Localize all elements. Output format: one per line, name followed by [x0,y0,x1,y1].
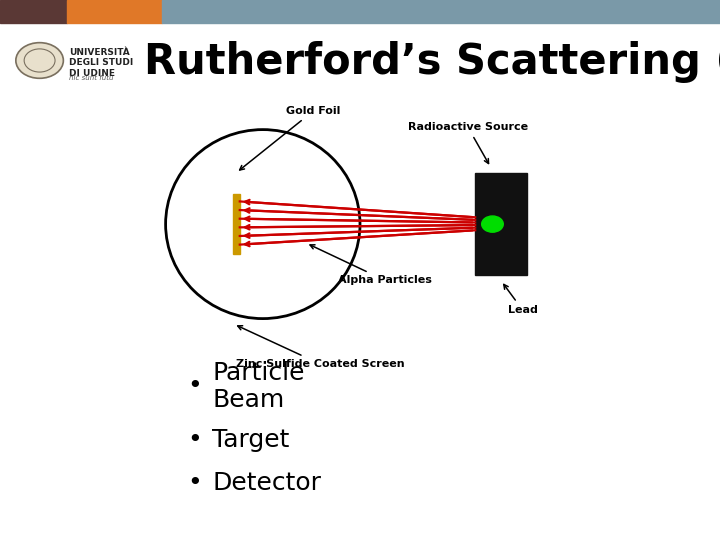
Bar [233,194,240,254]
Text: UNIVERSITÀ
DEGLI STUDI
DI UDINE: UNIVERSITÀ DEGLI STUDI DI UDINE [69,48,133,78]
Text: Rutherford’s Scattering (1909): Rutherford’s Scattering (1909) [144,41,720,83]
Text: •: • [187,374,202,398]
Text: Particle: Particle [212,361,305,384]
Text: Alpha Particles: Alpha Particles [310,245,432,286]
Bar [67,0,162,23]
Text: hic sunt futu: hic sunt futu [69,75,114,80]
Text: Lead: Lead [504,285,538,315]
Text: Zinc Sulfide Coated Screen: Zinc Sulfide Coated Screen [236,326,405,369]
Text: Beam: Beam [212,388,284,411]
Bar [0,0,67,23]
Text: •: • [187,471,202,495]
Text: Target: Target [212,428,289,452]
Circle shape [482,216,503,232]
Text: •: • [187,428,202,452]
Bar [162,0,720,23]
Text: Radioactive Source: Radioactive Source [408,122,528,164]
Bar [475,173,527,275]
Text: Gold Foil: Gold Foil [240,106,341,170]
Circle shape [16,43,63,78]
Text: Detector: Detector [212,471,321,495]
